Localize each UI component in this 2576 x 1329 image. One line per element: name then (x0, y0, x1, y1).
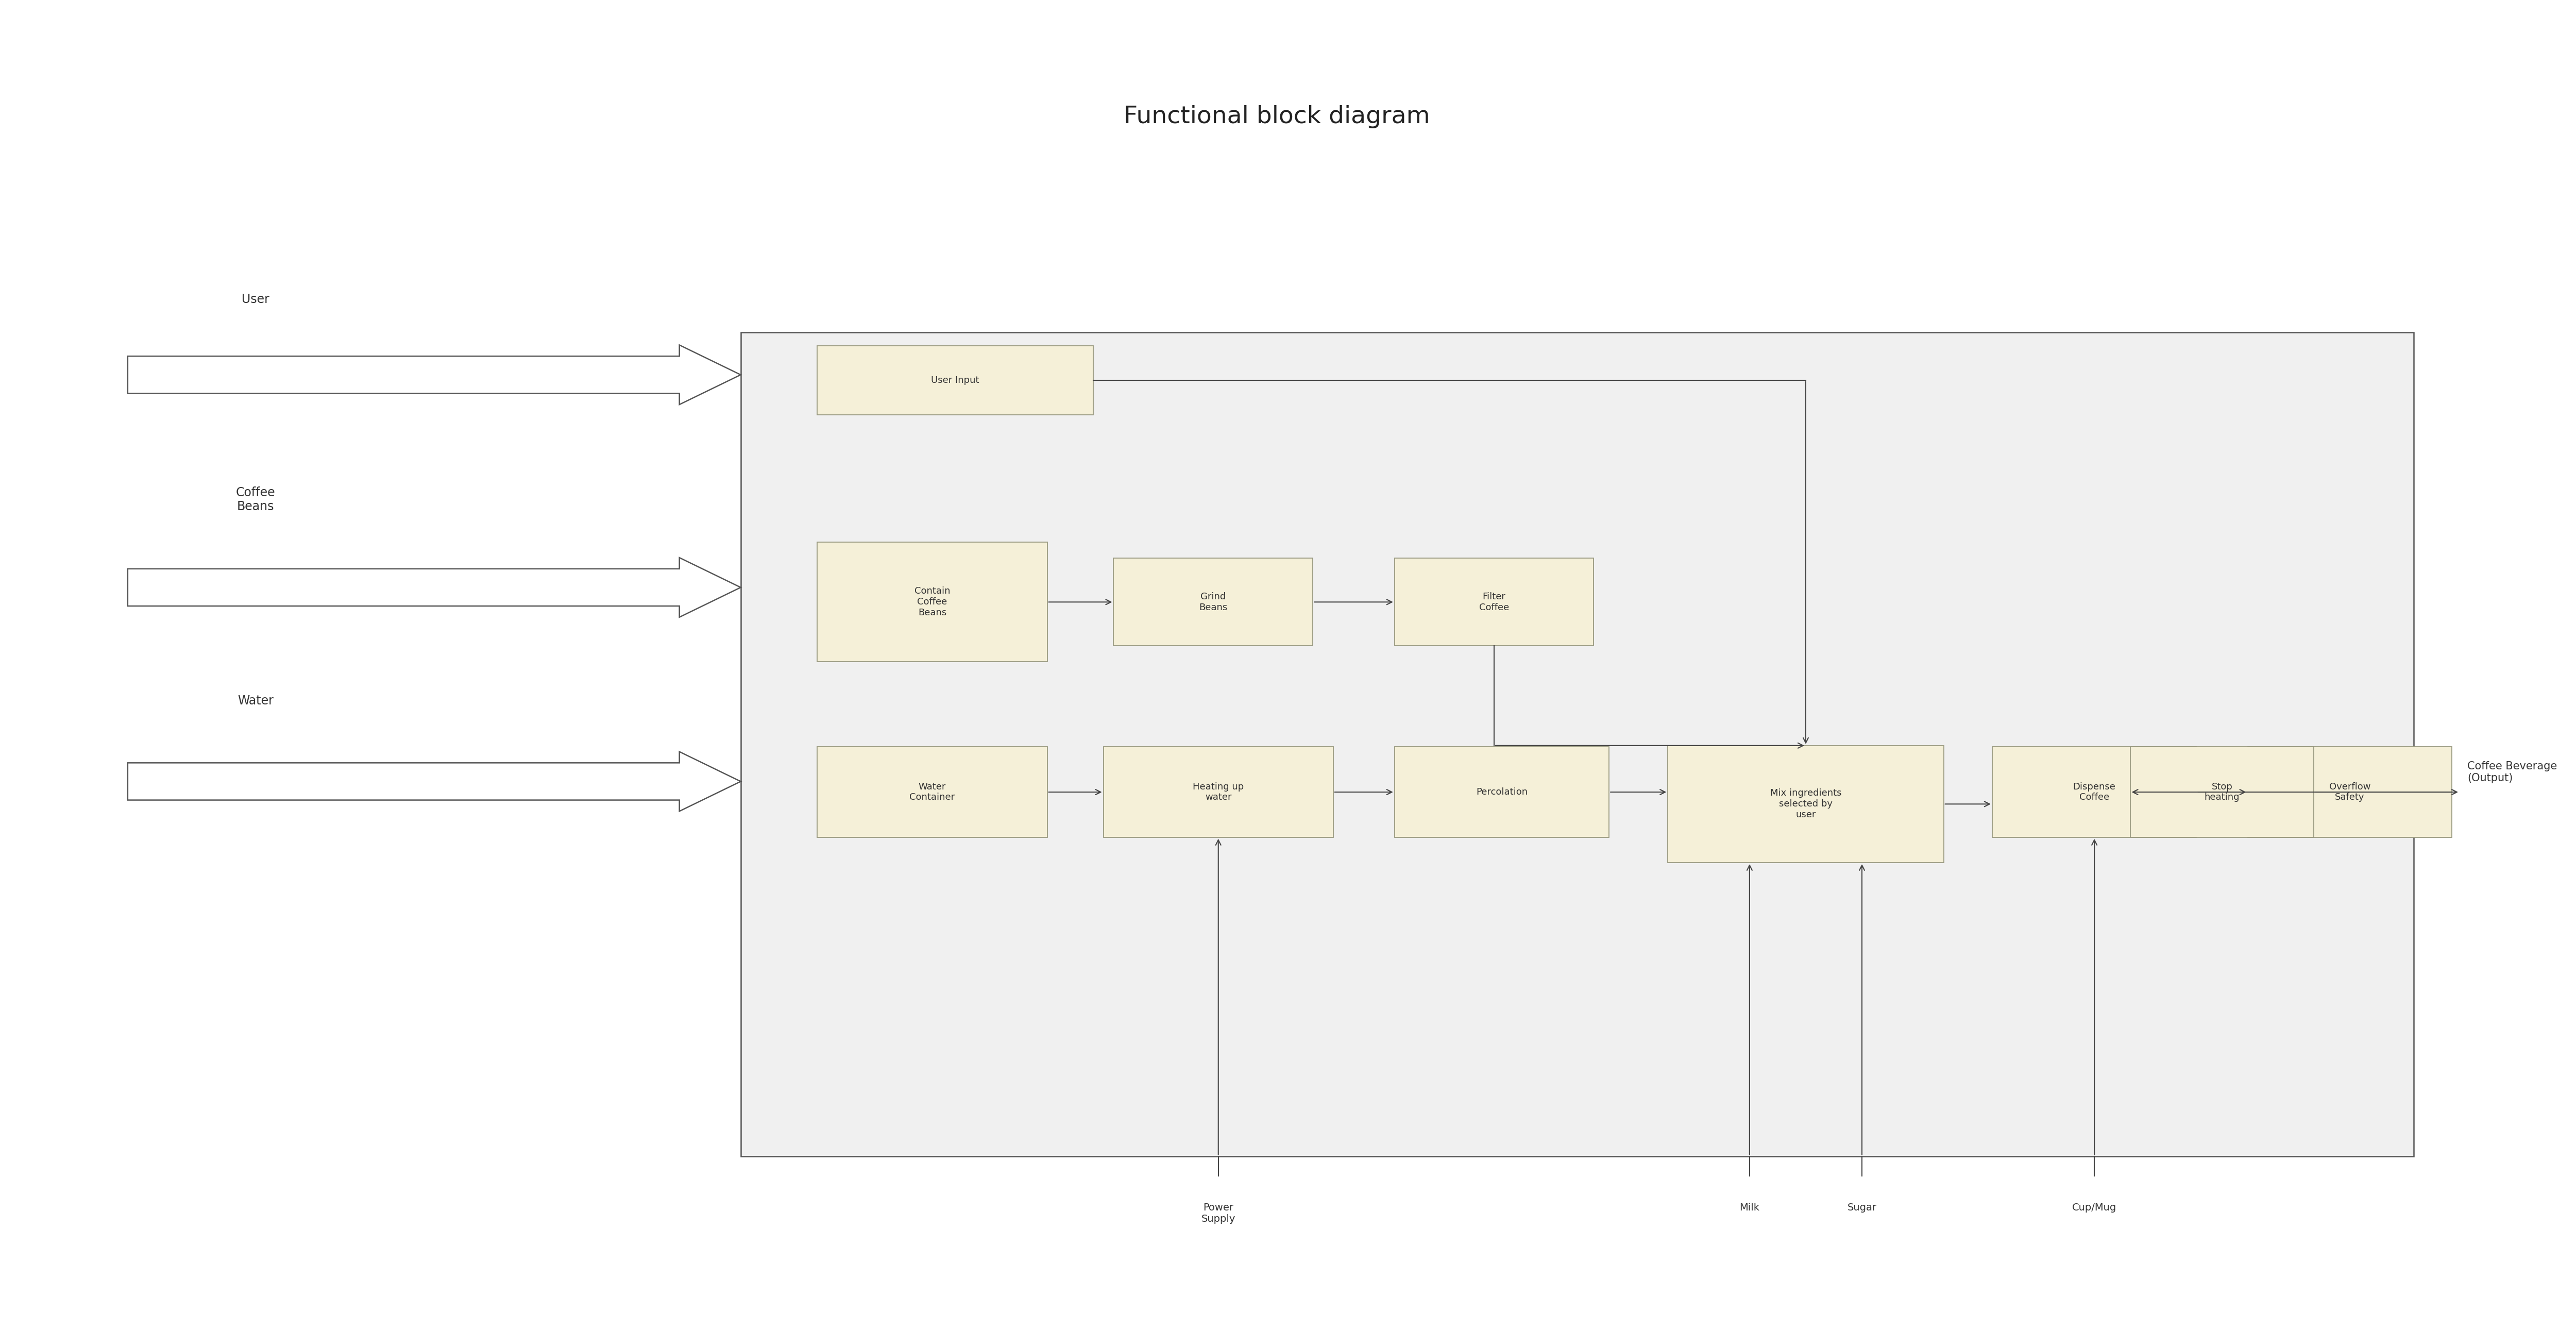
Bar (817, 346, 1092, 415)
Text: Power
Supply: Power Supply (1200, 1203, 1236, 1224)
Text: Percolation: Percolation (1476, 788, 1528, 796)
Polygon shape (129, 752, 742, 811)
Bar (1667, 746, 1945, 863)
Text: Stop
heating: Stop heating (2205, 781, 2239, 803)
Text: Filter
Coffee: Filter Coffee (1479, 591, 1510, 613)
Text: Dispense
Coffee: Dispense Coffee (2074, 781, 2115, 803)
Bar (1394, 558, 1595, 646)
Bar (1103, 747, 1334, 837)
Text: Coffee
Beans: Coffee Beans (234, 486, 276, 513)
Text: User: User (242, 294, 270, 306)
Text: Water: Water (237, 695, 273, 707)
Text: Milk: Milk (1739, 1203, 1759, 1212)
Bar (742, 332, 2414, 1156)
Text: Grind
Beans: Grind Beans (1198, 591, 1226, 613)
Bar (817, 542, 1048, 662)
Text: Mix ingredients
selected by
user: Mix ingredients selected by user (1770, 788, 1842, 820)
Bar (1113, 558, 1314, 646)
Bar (1394, 747, 1610, 837)
Polygon shape (129, 558, 742, 617)
Bar (2130, 747, 2313, 837)
Text: Coffee Beverage
(Output): Coffee Beverage (Output) (2468, 762, 2558, 783)
Text: User Input: User Input (930, 376, 979, 384)
Text: Sugar: Sugar (1847, 1203, 1878, 1212)
Bar (1991, 747, 2197, 837)
Text: Contain
Coffee
Beans: Contain Coffee Beans (914, 586, 951, 618)
Text: Cup/Mug: Cup/Mug (2071, 1203, 2117, 1212)
Text: Water
Container: Water Container (909, 781, 956, 803)
Bar (2249, 747, 2452, 837)
Bar (817, 747, 1048, 837)
Polygon shape (129, 346, 742, 404)
Text: Functional block diagram: Functional block diagram (1123, 105, 1430, 129)
Text: Overflow
Safety: Overflow Safety (2329, 781, 2370, 803)
Text: Heating up
water: Heating up water (1193, 781, 1244, 803)
